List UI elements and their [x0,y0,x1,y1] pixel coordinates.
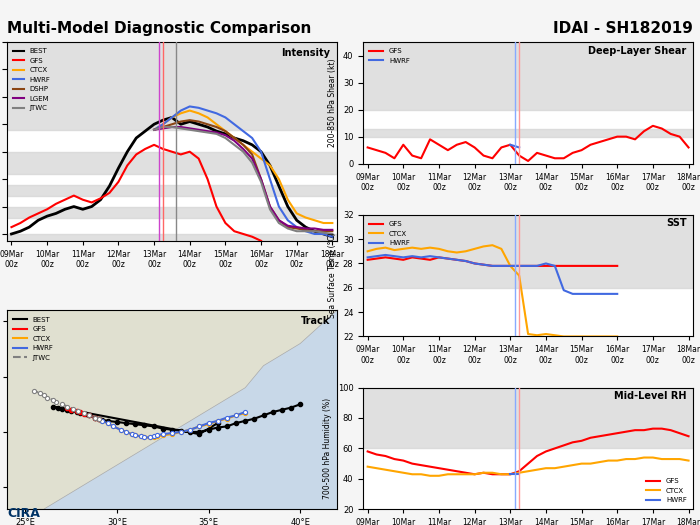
Bar [363,42,693,110]
Legend: GFS, CTCX, HWRF: GFS, CTCX, HWRF [367,218,412,249]
Bar [7,206,337,217]
Bar [7,234,337,241]
Polygon shape [7,310,337,509]
Text: IDAI - SH182019: IDAI - SH182019 [553,21,693,36]
Legend: GFS, HWRF: GFS, HWRF [367,46,412,67]
Legend: GFS, CTCX, HWRF: GFS, CTCX, HWRF [644,475,690,506]
Text: SST: SST [666,218,687,228]
Text: Deep-Layer Shear: Deep-Layer Shear [588,46,687,56]
Text: Mid-Level RH: Mid-Level RH [614,391,687,401]
Bar [7,152,337,174]
Y-axis label: Sea Surface Temp (°C): Sea Surface Temp (°C) [328,233,337,319]
Bar [363,129,693,136]
Text: Track: Track [301,317,330,327]
Legend: BEST, GFS, CTCX, HWRF, JTWC: BEST, GFS, CTCX, HWRF, JTWC [10,314,56,363]
Bar [363,215,693,288]
Y-axis label: 200-850 hPa Shear (kt): 200-850 hPa Shear (kt) [328,58,337,147]
Text: Multi-Model Diagnostic Comparison: Multi-Model Diagnostic Comparison [7,21,312,36]
Bar [7,185,337,196]
Legend: BEST, GFS, CTCX, HWRF, DSHP, LGEM, JTWC: BEST, GFS, CTCX, HWRF, DSHP, LGEM, JTWC [10,46,53,114]
Bar [363,387,693,448]
Text: CIRA: CIRA [7,507,40,520]
Y-axis label: 700-500 hPa Humidity (%): 700-500 hPa Humidity (%) [323,398,332,499]
Bar [7,42,337,130]
Text: Intensity: Intensity [281,48,330,58]
